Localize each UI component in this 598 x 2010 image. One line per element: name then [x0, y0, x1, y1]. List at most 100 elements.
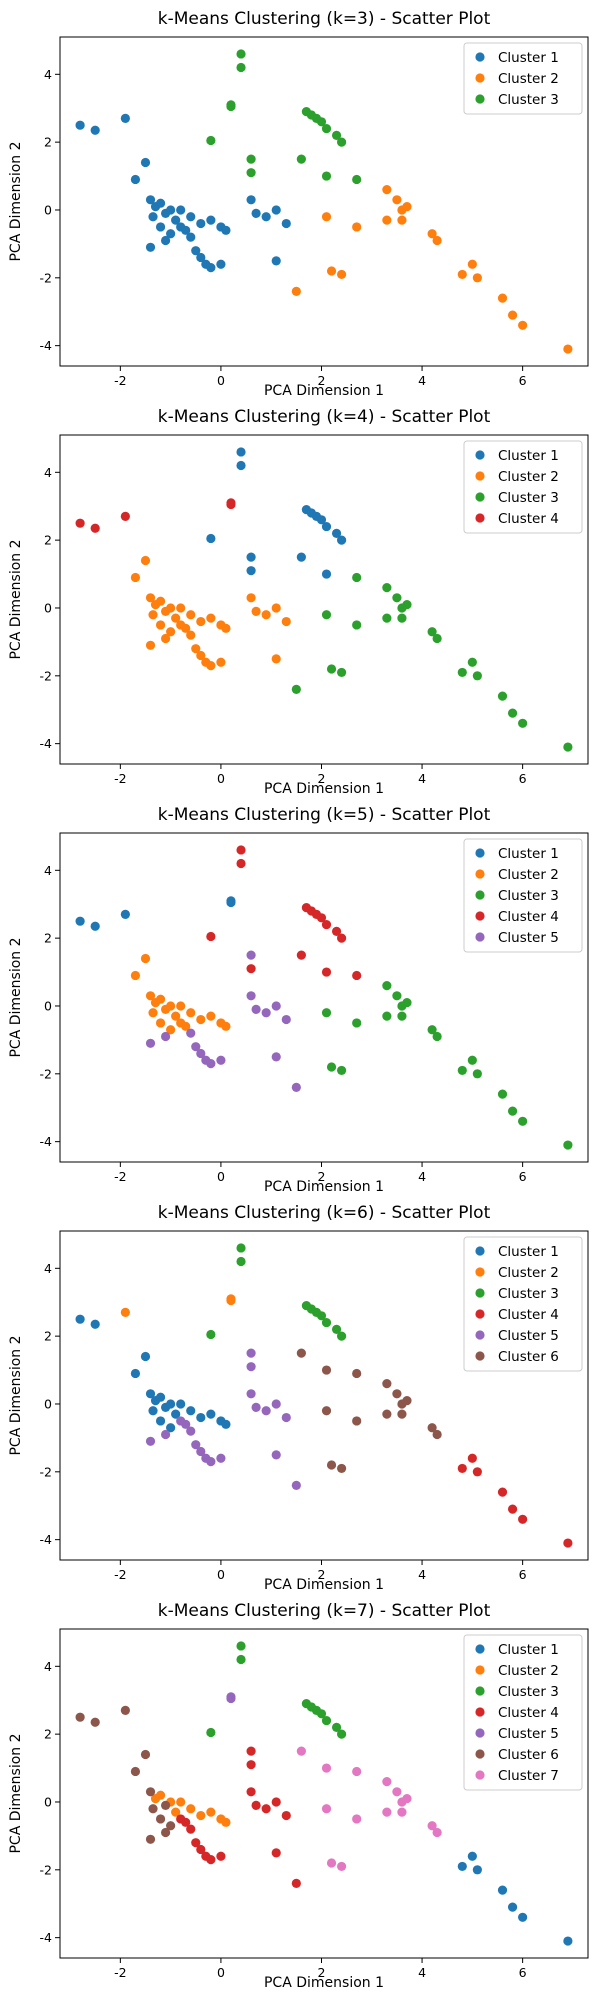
chart-title: k-Means Clustering (k=3) - Scatter Plot: [158, 9, 491, 29]
y-axis-label: PCA Dimension 2: [8, 539, 24, 659]
data-point: [473, 1069, 482, 1078]
data-point: [186, 610, 195, 619]
data-point: [236, 1243, 245, 1252]
y-tick-label: 2: [44, 931, 52, 946]
data-point: [322, 967, 331, 976]
legend-label: Cluster 4: [498, 1307, 559, 1323]
chart-title: k-Means Clustering (k=7) - Scatter Plot: [158, 1601, 491, 1621]
data-point: [161, 236, 170, 245]
data-point: [272, 256, 281, 265]
y-tick-label: -2: [40, 1862, 52, 1877]
y-tick-label: 0: [44, 600, 52, 615]
data-point: [121, 1706, 130, 1715]
data-point: [121, 1308, 130, 1317]
data-point: [322, 171, 331, 180]
data-point: [292, 1083, 301, 1092]
data-point: [91, 126, 100, 135]
x-tick-label: 6: [519, 1567, 527, 1582]
data-point: [221, 1420, 230, 1429]
legend-marker: [475, 1749, 484, 1758]
legend-marker: [475, 848, 484, 857]
x-tick-label: 6: [519, 373, 527, 388]
data-point: [468, 1852, 477, 1861]
data-point: [433, 1032, 442, 1041]
y-tick-label: 0: [44, 202, 52, 217]
data-point: [121, 512, 130, 521]
y-tick-label: 2: [44, 135, 52, 150]
data-point: [473, 671, 482, 680]
data-point: [352, 1416, 361, 1425]
data-point: [392, 1389, 401, 1398]
x-tick-label: 4: [418, 1965, 426, 1980]
x-axis-label: PCA Dimension 1: [264, 1179, 384, 1195]
data-point: [176, 1399, 185, 1408]
x-tick-label: -2: [114, 1567, 126, 1582]
data-point: [322, 1716, 331, 1725]
x-tick-label: -2: [114, 1169, 126, 1184]
data-point: [352, 971, 361, 980]
data-point: [402, 600, 411, 609]
data-point: [186, 1804, 195, 1813]
data-point: [337, 1862, 346, 1871]
y-tick-label: -2: [40, 270, 52, 285]
data-point: [236, 447, 245, 456]
data-point: [337, 934, 346, 943]
series-3: [206, 1243, 346, 1340]
data-point: [297, 553, 306, 562]
data-point: [352, 1018, 361, 1027]
data-point: [327, 1460, 336, 1469]
y-tick-label: 2: [44, 533, 52, 548]
legend-marker: [475, 1770, 484, 1779]
data-point: [563, 742, 572, 751]
data-point: [252, 1801, 261, 1810]
data-point: [352, 1767, 361, 1776]
data-point: [141, 954, 150, 963]
data-point: [297, 1349, 306, 1358]
legend-marker: [475, 1728, 484, 1737]
data-point: [508, 1505, 517, 1514]
data-point: [397, 614, 406, 623]
data-point: [397, 1808, 406, 1817]
data-point: [196, 1811, 205, 1820]
legend-marker: [475, 911, 484, 920]
legend-label: Cluster 6: [498, 1349, 559, 1365]
data-point: [468, 1454, 477, 1463]
data-point: [352, 175, 361, 184]
legend-label: Cluster 6: [498, 1747, 559, 1763]
data-point: [322, 124, 331, 133]
data-point: [221, 226, 230, 235]
data-point: [382, 1410, 391, 1419]
data-point: [458, 668, 467, 677]
data-point: [236, 859, 245, 868]
data-point: [236, 1641, 245, 1650]
legend-label: Cluster 2: [498, 1663, 559, 1679]
data-point: [352, 1814, 361, 1823]
data-point: [498, 294, 507, 303]
y-axis-label: PCA Dimension 2: [8, 937, 24, 1057]
data-point: [226, 1694, 235, 1703]
data-point: [433, 1430, 442, 1439]
data-point: [226, 1296, 235, 1305]
data-point: [176, 603, 185, 612]
y-tick-label: 2: [44, 1727, 52, 1742]
data-point: [498, 1886, 507, 1895]
data-point: [221, 624, 230, 633]
chart-panel-2: k-Means Clustering (k=4) - Scatter Plot-…: [8, 407, 588, 797]
data-point: [322, 1804, 331, 1813]
data-point: [206, 136, 215, 145]
data-point: [468, 260, 477, 269]
legend-label: Cluster 7: [498, 1768, 559, 1784]
data-point: [186, 1825, 195, 1834]
data-point: [272, 1848, 281, 1857]
legend-label: Cluster 2: [498, 867, 559, 883]
data-point: [226, 102, 235, 111]
data-point: [131, 1369, 140, 1378]
legend-marker: [475, 1644, 484, 1653]
data-point: [382, 1379, 391, 1388]
data-point: [166, 205, 175, 214]
data-point: [156, 222, 165, 231]
series-7: [297, 1747, 442, 1872]
data-point: [146, 1787, 155, 1796]
series-2: [121, 1294, 236, 1317]
